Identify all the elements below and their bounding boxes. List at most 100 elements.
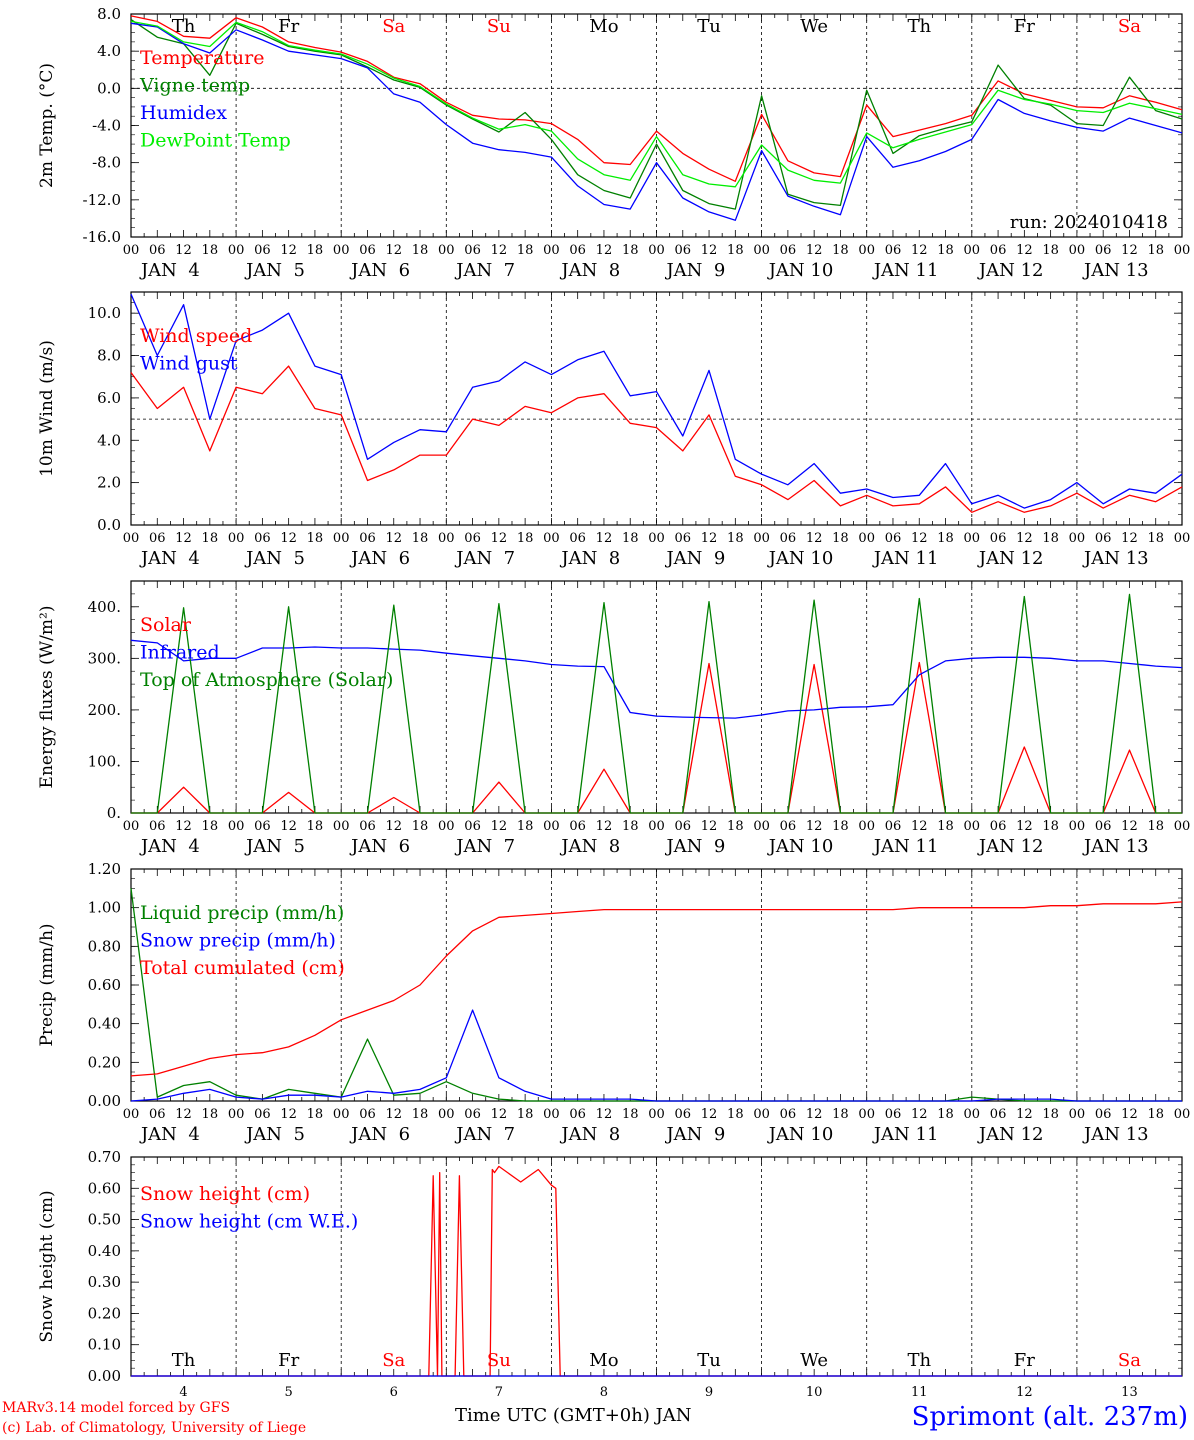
- hour-tick-label: 12: [596, 1107, 613, 1122]
- date-label: JAN 9: [664, 260, 725, 281]
- legend-entry: Total cumulated (cm): [140, 957, 345, 979]
- hour-tick-label: 18: [412, 531, 429, 546]
- hour-tick-label: 00: [333, 819, 350, 834]
- hour-tick-label: 18: [832, 1107, 849, 1122]
- date-label: JAN 9: [664, 836, 725, 857]
- weekday-label: Th: [907, 16, 931, 37]
- hour-tick-label: 18: [727, 1107, 744, 1122]
- y-tick-label: -12.0: [83, 191, 121, 209]
- panel-1: 8.0 4.0 0.0 -4.0 -8.0 -12.0 -16.0 2m Temp. (°C)…: [37, 5, 1190, 281]
- date-label: JAN 4: [139, 548, 200, 569]
- hour-tick-label: 18: [1042, 1107, 1059, 1122]
- hour-tick-label: 06: [149, 531, 166, 546]
- date-label: JAN 5: [244, 836, 305, 857]
- legend-entry: Infrared: [140, 642, 220, 664]
- hour-tick-label: 12: [385, 1107, 402, 1122]
- y-axis-label: 2m Temp. (°C): [37, 63, 57, 188]
- y-tick-label: 0.10: [88, 1336, 121, 1354]
- day-number-label: 7: [495, 1385, 503, 1400]
- series-line-wind-gust: [130, 293, 1183, 509]
- panel-4: 1.20 1.00 0.80 0.60 0.40 0.20 0.00 Precip (mm/h…: [37, 860, 1190, 1145]
- legend-entry: Vigne temp: [139, 75, 250, 97]
- hour-tick-label: 18: [1147, 819, 1164, 834]
- date-label: JAN 9: [664, 1124, 725, 1145]
- y-tick-label: 0.20: [88, 1304, 121, 1322]
- hour-tick-label: 06: [464, 819, 481, 834]
- date-label: JAN 13: [1082, 1124, 1149, 1145]
- hour-tick-label: 18: [937, 819, 954, 834]
- hour-tick-label: 18: [307, 1107, 324, 1122]
- hour-tick-label: 00: [858, 819, 875, 834]
- legend-entry: Wind gust: [140, 353, 238, 375]
- plot-frame: [130, 13, 1183, 238]
- hour-tick-label: 12: [701, 819, 718, 834]
- day-number-label: 10: [806, 1385, 823, 1400]
- weekday-label: Fr: [278, 16, 299, 37]
- hour-tick-label: 18: [1147, 531, 1164, 546]
- hour-tick-label: 12: [806, 531, 823, 546]
- hour-tick-label: 18: [937, 1107, 954, 1122]
- y-axis-label: 10m Wind (m/s): [37, 340, 57, 477]
- hour-tick-label: 18: [307, 531, 324, 546]
- y-tick-label: 6.0: [97, 389, 121, 407]
- hour-tick-label: 18: [412, 819, 429, 834]
- hour-tick-label: 12: [911, 1107, 928, 1122]
- hour-tick-label: 06: [990, 819, 1007, 834]
- hour-tick-label: 06: [464, 1107, 481, 1122]
- legend-entry: Temperature: [140, 47, 264, 69]
- hour-tick-label: 12: [175, 531, 192, 546]
- hour-tick-label: 06: [569, 819, 586, 834]
- hour-tick-label: 12: [385, 243, 402, 258]
- y-tick-label: 200.: [88, 701, 121, 719]
- hour-tick-label: 18: [517, 1107, 534, 1122]
- hour-tick-label: 06: [254, 531, 271, 546]
- hour-tick-label: 12: [806, 243, 823, 258]
- date-label: JAN 13: [1082, 260, 1149, 281]
- hour-tick-label: 06: [990, 243, 1007, 258]
- hour-tick-label: 00: [858, 243, 875, 258]
- date-label: JAN 8: [559, 836, 620, 857]
- hour-tick-label: 12: [701, 243, 718, 258]
- legend-entry: Humidex: [140, 102, 227, 124]
- weekday-label: Fr: [1014, 1350, 1035, 1371]
- y-tick-label: 400.: [88, 598, 121, 616]
- lab-credit: (c) Lab. of Climatology, University of L…: [2, 1420, 307, 1436]
- series-line-humidex: [130, 22, 1183, 221]
- date-label: JAN 11: [872, 260, 939, 281]
- hour-tick-label: 00: [1069, 243, 1086, 258]
- hour-tick-label: 18: [202, 819, 219, 834]
- legend-entry: Snow precip (mm/h): [140, 930, 336, 952]
- y-tick-label: 0.00: [88, 1367, 121, 1385]
- date-label: JAN 4: [139, 1124, 200, 1145]
- hour-tick-label: 12: [1016, 243, 1033, 258]
- hour-tick-label: 06: [675, 819, 692, 834]
- hour-tick-label: 12: [175, 819, 192, 834]
- hour-tick-label: 00: [543, 531, 560, 546]
- weekday-label: Th: [172, 1350, 196, 1371]
- hour-tick-label: 00: [648, 819, 665, 834]
- hour-tick-label: 18: [727, 819, 744, 834]
- date-label: JAN 12: [977, 548, 1044, 569]
- hour-tick-label: 00: [1069, 1107, 1086, 1122]
- hour-tick-label: 06: [990, 531, 1007, 546]
- y-tick-label: 0.60: [88, 1179, 121, 1197]
- hour-tick-label: 00: [543, 1107, 560, 1122]
- hour-tick-label: 12: [806, 1107, 823, 1122]
- footer-model-credit: MARv3.14 model forced by GFS (c) Lab. of…: [2, 1398, 306, 1438]
- hour-tick-label: 06: [675, 243, 692, 258]
- x-axis-title: Time UTC (GMT+0h) JAN: [455, 1405, 692, 1426]
- hour-tick-label: 00: [1174, 243, 1191, 258]
- legend-entry: Top of Atmosphere (Solar): [140, 669, 393, 691]
- hour-tick-label: 00: [228, 531, 245, 546]
- y-tick-label: 0.20: [88, 1053, 121, 1071]
- weekday-label: Sa: [1118, 1350, 1141, 1371]
- y-tick-label: 0.60: [88, 976, 121, 994]
- panel-3: 400. 300. 200. 100. 0. Energy fluxes (W/m²) 00…: [37, 580, 1190, 857]
- hour-tick-label: 12: [175, 243, 192, 258]
- hour-tick-label: 18: [307, 819, 324, 834]
- hour-tick-label: 06: [780, 243, 797, 258]
- date-label: JAN 11: [872, 1124, 939, 1145]
- series-line-infrared: [130, 639, 1183, 719]
- hour-tick-label: 12: [911, 531, 928, 546]
- y-tick-label: 0.80: [88, 937, 121, 955]
